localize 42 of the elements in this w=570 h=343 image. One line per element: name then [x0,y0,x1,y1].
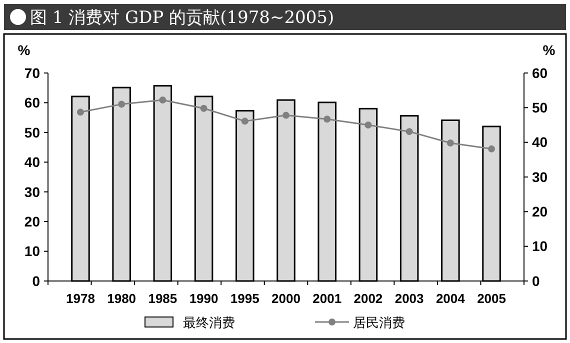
y2-tick-label: 30 [532,168,548,185]
x-tick-label: 2001 [312,291,342,306]
y2-tick-label: 10 [532,238,548,254]
y-tick-label: 70 [24,64,40,81]
chart-title: 图 1 消费对 GDP 的贡献(1978~2005) [30,8,334,28]
point [118,100,126,108]
point [364,122,372,128]
y2-tick-label: 20 [532,204,548,220]
y2-axis-title: % [542,42,556,58]
x-tick-label: 1985 [148,291,178,306]
point [159,96,166,104]
y2-tick-label: 40 [532,134,548,150]
point [324,116,331,123]
point [241,118,248,125]
x-tick-label: 2004 [436,291,466,306]
y-tick-label: 20 [24,213,40,230]
point [406,128,413,136]
x-tick-label: 1980 [107,291,136,306]
y2-tick-label: 60 [532,64,548,81]
y-tick-label: 0 [32,272,40,289]
legend-label: 最终消费 [183,315,235,330]
y-tick-label: 10 [24,243,40,260]
point [76,108,84,116]
x-tick-label: 2005 [477,291,506,306]
y-tick-label: 30 [24,184,40,200]
y-axis-title: % [18,42,31,58]
legend-label: 居民消费 [353,315,405,330]
y-tick-label: 40 [24,154,40,170]
x-tick-label: 2002 [354,291,383,306]
point [200,104,208,112]
y-tick-label: 50 [24,124,40,140]
point [488,145,496,152]
x-tick-label: 1990 [189,291,218,306]
x-tick-label: 1978 [66,291,95,306]
x-tick-label: 2000 [272,291,300,306]
x-tick-label: 1995 [230,291,260,306]
y2-tick-label: 50 [532,100,548,116]
y2-tick-label: 0 [532,272,540,289]
y-tick-label: 60 [24,94,40,111]
x-tick-label: 2003 [394,291,424,306]
point [446,140,454,147]
point [282,112,290,119]
